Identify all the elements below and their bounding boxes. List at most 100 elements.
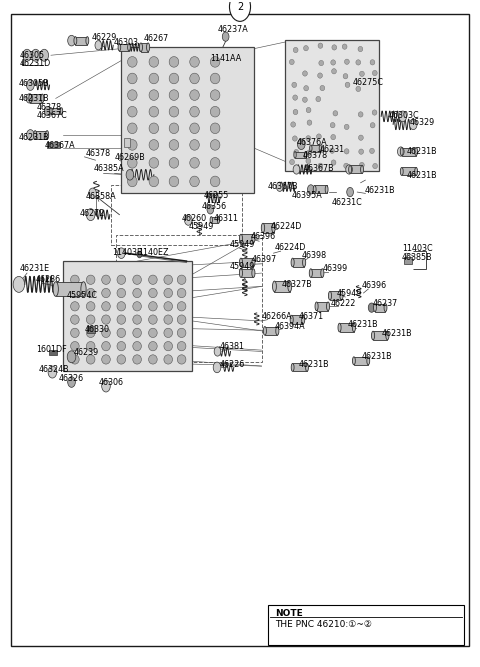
Bar [120,43,129,51]
Ellipse shape [210,176,220,187]
Ellipse shape [261,223,264,233]
Circle shape [86,209,95,221]
Bar [263,223,274,233]
Ellipse shape [177,342,186,351]
Text: 46396: 46396 [251,232,276,241]
Ellipse shape [345,59,349,65]
Ellipse shape [190,176,199,187]
Ellipse shape [360,162,364,167]
Ellipse shape [210,139,220,150]
Ellipse shape [149,106,158,117]
Ellipse shape [102,275,110,284]
Ellipse shape [316,97,321,102]
Ellipse shape [149,57,158,67]
Text: 46311: 46311 [214,213,239,223]
Text: 45954C: 45954C [67,291,98,299]
Text: 46378: 46378 [36,103,62,112]
Ellipse shape [316,134,321,139]
Ellipse shape [293,95,298,100]
Circle shape [308,185,314,194]
Ellipse shape [210,217,213,223]
Bar [330,291,341,300]
Ellipse shape [117,288,126,297]
Bar [121,47,254,193]
Ellipse shape [318,43,323,48]
Bar [295,151,306,158]
Ellipse shape [164,342,172,351]
Ellipse shape [309,269,312,277]
Ellipse shape [128,123,137,133]
Circle shape [126,169,134,180]
Ellipse shape [359,149,363,154]
Ellipse shape [164,315,172,324]
Ellipse shape [338,323,341,332]
Ellipse shape [128,73,137,84]
Text: 46305B: 46305B [19,79,49,89]
Ellipse shape [313,185,316,193]
Circle shape [229,0,251,21]
Ellipse shape [306,135,311,141]
Text: 46381: 46381 [220,342,245,352]
Ellipse shape [128,157,137,168]
Ellipse shape [386,331,389,340]
Circle shape [89,188,96,199]
Ellipse shape [360,165,363,173]
Text: 46266A: 46266A [262,312,292,321]
Text: 46367B: 46367B [268,182,299,191]
Ellipse shape [149,73,158,84]
Bar [35,131,47,139]
Ellipse shape [307,150,312,155]
Ellipse shape [210,73,220,84]
Ellipse shape [117,342,126,351]
Text: 45949: 45949 [229,240,255,249]
Circle shape [118,248,125,259]
Ellipse shape [117,328,126,338]
Ellipse shape [210,123,220,133]
Ellipse shape [149,288,157,297]
Bar [265,327,277,336]
Bar [311,269,323,277]
Ellipse shape [102,315,110,324]
Ellipse shape [149,123,158,133]
Text: 1141AA: 1141AA [210,54,241,63]
Bar [241,258,253,267]
Text: 46367B: 46367B [303,165,334,173]
Ellipse shape [345,82,350,87]
Ellipse shape [358,112,363,117]
Circle shape [26,94,33,103]
Ellipse shape [71,342,79,351]
Ellipse shape [190,139,199,150]
Bar [87,326,95,333]
Ellipse shape [373,163,377,169]
Ellipse shape [292,136,297,141]
Ellipse shape [102,355,110,364]
Ellipse shape [177,315,186,324]
Circle shape [184,215,192,225]
Ellipse shape [252,269,255,277]
Ellipse shape [86,328,95,338]
Ellipse shape [117,275,126,284]
Text: 46385B: 46385B [402,253,432,263]
Ellipse shape [340,291,343,300]
Bar [63,261,192,371]
Text: 46231C: 46231C [332,197,363,207]
Ellipse shape [273,281,276,291]
Ellipse shape [360,71,364,77]
Ellipse shape [128,90,137,101]
Text: 2: 2 [237,2,243,12]
Circle shape [67,351,76,363]
Ellipse shape [128,57,137,67]
Ellipse shape [46,131,48,139]
Bar [211,217,218,223]
Ellipse shape [291,364,294,372]
Text: 46326: 46326 [59,374,84,384]
Circle shape [44,106,51,115]
Bar [350,165,362,173]
Text: 46237: 46237 [373,299,398,307]
Ellipse shape [164,355,172,364]
Text: 46385A: 46385A [94,165,125,173]
Ellipse shape [315,302,318,311]
Bar [311,145,321,151]
Ellipse shape [307,120,312,125]
Ellipse shape [190,57,199,67]
